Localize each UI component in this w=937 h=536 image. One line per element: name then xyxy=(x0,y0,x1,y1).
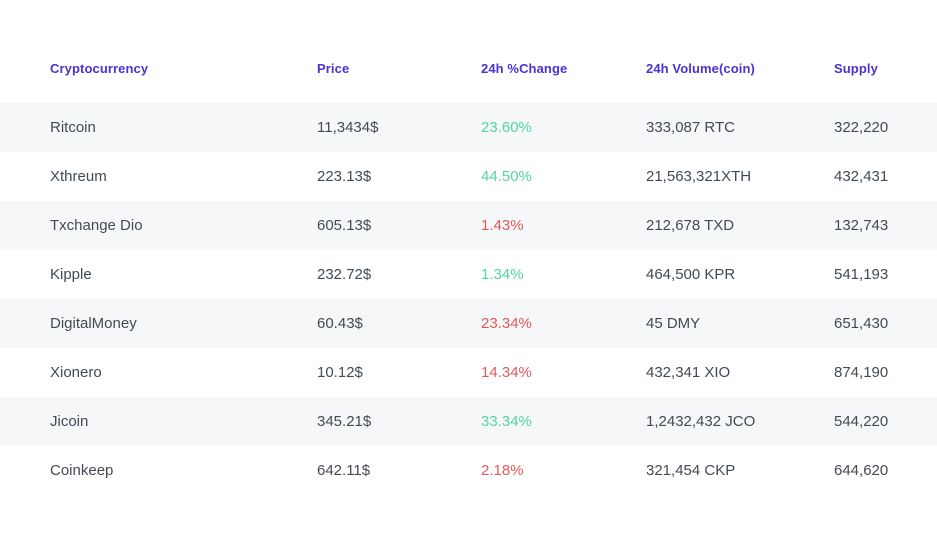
coin-supply: 874,190 xyxy=(834,364,889,381)
coin-supply: 544,220 xyxy=(834,413,889,430)
coin-supply: 644,620 xyxy=(834,462,889,479)
table-row: Kipple 232.72$ 1.34% 464,500 KPR 541,193 xyxy=(0,250,937,299)
coin-price: 60.43$ xyxy=(317,315,363,332)
coin-change: 23.34% xyxy=(481,315,532,332)
coin-supply: 132,743 xyxy=(834,217,889,234)
coin-change: 1.34% xyxy=(481,266,524,283)
coin-name: Txchange Dio xyxy=(50,217,143,234)
coin-name: DigitalMoney xyxy=(50,315,137,332)
coin-change: 44.50% xyxy=(481,168,532,185)
column-header-cryptocurrency: Cryptocurrency xyxy=(50,60,149,76)
coin-volume: 333,087 RTC xyxy=(646,119,735,136)
coin-volume: 321,454 CKP xyxy=(646,462,736,479)
coin-volume: 1,2432,432 JCO xyxy=(646,413,756,430)
column-header-volume: 24h Volume(coin) xyxy=(646,60,755,76)
coin-price: 223.13$ xyxy=(317,168,372,185)
coin-price: 10.12$ xyxy=(317,364,363,381)
coin-name: Coinkeep xyxy=(50,462,114,479)
coin-volume: 45 DMY xyxy=(646,315,701,332)
coin-price: 345.21$ xyxy=(317,413,372,430)
coin-change: 14.34% xyxy=(481,364,532,381)
coin-name: Jicoin xyxy=(50,413,89,430)
coin-change: 1.43% xyxy=(481,217,524,234)
coin-volume: 21,563,321XTH xyxy=(646,168,752,185)
coin-price: 605.13$ xyxy=(317,217,372,234)
coin-change: 23.60% xyxy=(481,119,532,136)
coin-change: 2.18% xyxy=(481,462,524,479)
crypto-table: Cryptocurrency Price 24h %Change 24h Vol… xyxy=(0,0,937,495)
column-header-price: Price xyxy=(317,60,350,76)
column-header-supply: Supply xyxy=(834,60,878,76)
coin-supply: 322,220 xyxy=(834,119,889,136)
column-header-change: 24h %Change xyxy=(481,60,568,76)
coin-name: Kipple xyxy=(50,266,92,283)
coin-price: 232.72$ xyxy=(317,266,372,283)
table-row: DigitalMoney 60.43$ 23.34% 45 DMY 651,43… xyxy=(0,299,937,348)
table-body: Ritcoin 11,3434$ 23.60% 333,087 RTC 322,… xyxy=(0,103,937,495)
coin-supply: 541,193 xyxy=(834,266,889,283)
table-row: Ritcoin 11,3434$ 23.60% 333,087 RTC 322,… xyxy=(0,103,937,152)
table-row: Coinkeep 642.11$ 2.18% 321,454 CKP 644,6… xyxy=(0,446,937,495)
table-header-row: Cryptocurrency Price 24h %Change 24h Vol… xyxy=(0,0,937,103)
coin-volume: 212,678 TXD xyxy=(646,217,735,234)
table-row: Txchange Dio 605.13$ 1.43% 212,678 TXD 1… xyxy=(0,201,937,250)
coin-change: 33.34% xyxy=(481,413,532,430)
coin-price: 642.11$ xyxy=(317,462,371,479)
coin-volume: 464,500 KPR xyxy=(646,266,736,283)
coin-name: Ritcoin xyxy=(50,119,96,136)
coin-supply: 651,430 xyxy=(834,315,889,332)
coin-price: 11,3434$ xyxy=(317,119,379,136)
coin-name: Xionero xyxy=(50,364,102,381)
table-row: Jicoin 345.21$ 33.34% 1,2432,432 JCO 544… xyxy=(0,397,937,446)
coin-name: Xthreum xyxy=(50,168,107,185)
coin-volume: 432,341 XIO xyxy=(646,364,731,381)
table-row: Xthreum 223.13$ 44.50% 21,563,321XTH 432… xyxy=(0,152,937,201)
table-row: Xionero 10.12$ 14.34% 432,341 XIO 874,19… xyxy=(0,348,937,397)
coin-supply: 432,431 xyxy=(834,168,889,185)
